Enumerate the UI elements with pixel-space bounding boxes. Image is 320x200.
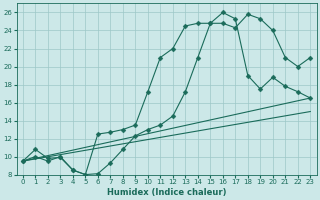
- X-axis label: Humidex (Indice chaleur): Humidex (Indice chaleur): [107, 188, 226, 197]
